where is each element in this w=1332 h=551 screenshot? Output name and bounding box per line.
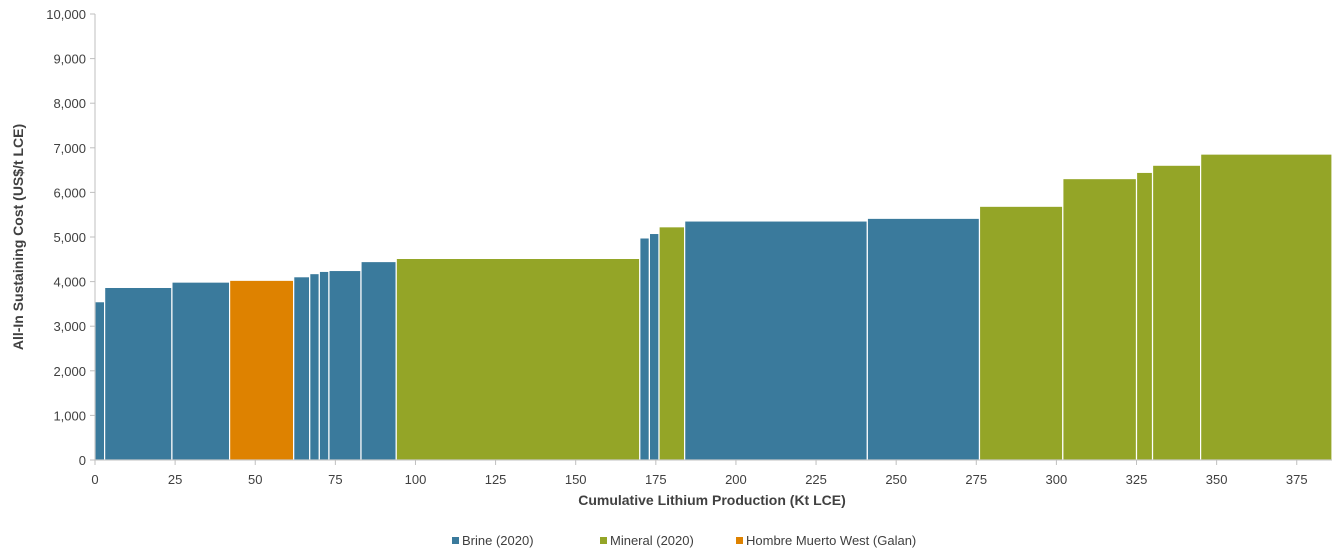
y-tick-label: 10,000: [46, 7, 86, 22]
y-axis-title: All-In Sustaining Cost (US$/t LCE): [10, 124, 26, 350]
x-tick-labels: 0 25 50 75 100 125 150 175 200 225 250 275 300 325 350…: [91, 460, 1308, 487]
legend-swatch: [600, 537, 607, 544]
x-tick-label: 275: [965, 472, 987, 487]
cost-bar-15: [866, 217, 981, 461]
cost-bar-1: [94, 301, 106, 461]
cost-bar-13: [658, 226, 686, 461]
cost-bar-16: [978, 205, 1064, 461]
legend-label: Brine (2020): [462, 533, 534, 548]
x-tick-label: 125: [485, 472, 507, 487]
x-tick-label: 325: [1126, 472, 1148, 487]
y-tick-label: 3,000: [53, 319, 86, 334]
x-axis-title: Cumulative Lithium Production (Kt LCE): [578, 492, 846, 508]
cost-bar-4: [228, 279, 295, 461]
x-tick-label: 75: [328, 472, 342, 487]
cost-bar-10: [395, 257, 641, 461]
y-tick-label: 1,000: [53, 408, 86, 423]
cost-bar-19: [1151, 164, 1202, 461]
cost-bar-6: [309, 272, 320, 461]
x-tick-label: 250: [885, 472, 907, 487]
y-tick-label: 0: [79, 453, 86, 468]
legend-swatch: [736, 537, 743, 544]
cost-bar-11: [639, 237, 651, 461]
x-tick-label: 50: [248, 472, 262, 487]
y-tick-label: 2,000: [53, 364, 86, 379]
cost-bar-7: [318, 270, 330, 461]
legend-swatch: [452, 537, 459, 544]
y-tick-label: 9,000: [53, 52, 86, 67]
legend: Brine (2020) Mineral (2020) Hombre Muerto …: [452, 533, 916, 548]
x-tick-label: 375: [1286, 472, 1308, 487]
cost-bar-14: [684, 220, 868, 461]
cost-bar-5: [293, 276, 311, 461]
x-tick-label: 225: [805, 472, 827, 487]
x-tick-label: 200: [725, 472, 747, 487]
cost-bar-8: [328, 269, 362, 461]
cost-bar-17: [1062, 177, 1138, 461]
bars-layer: [94, 153, 1332, 461]
cost-bar-20: [1200, 153, 1332, 461]
cost-bar-3: [171, 281, 231, 461]
x-tick-label: 175: [645, 472, 667, 487]
y-tick-label: 8,000: [53, 96, 86, 111]
y-tick-label: 7,000: [53, 141, 86, 156]
x-tick-label: 100: [405, 472, 427, 487]
x-tick-label: 0: [91, 472, 98, 487]
cost-bar-12: [648, 232, 660, 461]
cost-bar-9: [360, 260, 397, 461]
x-tick-label: 300: [1046, 472, 1068, 487]
y-tick-label: 5,000: [53, 230, 86, 245]
legend-label: Hombre Muerto West (Galan): [746, 533, 916, 548]
y-tick-label: 6,000: [53, 185, 86, 200]
x-tick-label: 350: [1206, 472, 1228, 487]
cost-bar-18: [1135, 171, 1154, 461]
cost-bar-2: [104, 286, 173, 461]
legend-label: Mineral (2020): [610, 533, 694, 548]
x-tick-label: 25: [168, 472, 182, 487]
y-tick-labels: 0 1,000 2,000 3,000 4,000 5,000 6,000 7,000 8,00…: [46, 7, 95, 468]
x-tick-label: 150: [565, 472, 587, 487]
y-tick-label: 4,000: [53, 275, 86, 290]
